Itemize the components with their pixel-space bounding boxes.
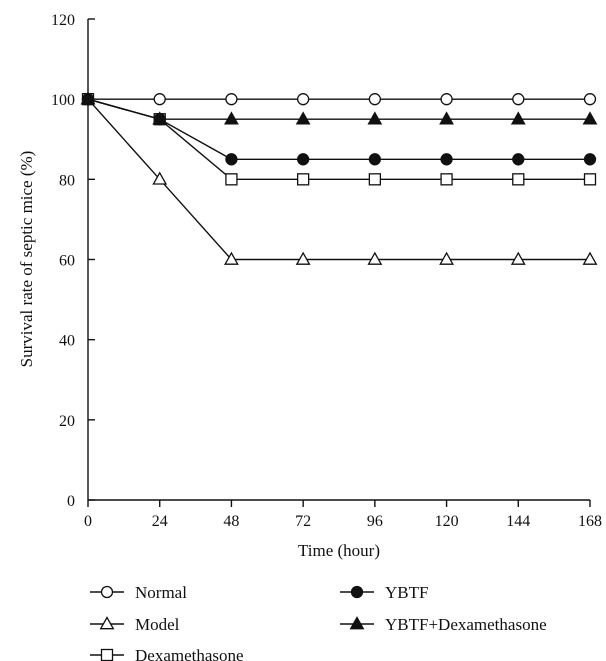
series-line xyxy=(87,98,590,160)
data-point xyxy=(296,173,310,186)
data-point xyxy=(440,93,453,106)
legend: Normal Model Dexamethasone YBTF YBTF+Dexamet… xyxy=(90,583,547,661)
legend-label: Model xyxy=(135,615,180,634)
data-point xyxy=(225,173,238,186)
data-point xyxy=(583,93,597,106)
data-point xyxy=(153,93,166,106)
legend-label: Dexamethasone xyxy=(135,646,244,661)
data-point xyxy=(512,153,525,166)
data-point xyxy=(440,153,453,166)
data-point xyxy=(583,173,597,186)
data-point xyxy=(510,111,526,125)
y-axis-label: Survival rate of septic mice (%) xyxy=(17,151,36,368)
data-point xyxy=(296,93,310,106)
legend-item: YBTF+Dexamethasone xyxy=(340,615,547,634)
data-point xyxy=(295,111,311,125)
data-point xyxy=(512,93,525,106)
legend-marker xyxy=(349,616,365,630)
series-line xyxy=(87,98,590,181)
data-point xyxy=(152,111,168,125)
x-tick-label: 96 xyxy=(367,513,383,530)
series-normal xyxy=(81,93,597,106)
data-point xyxy=(152,171,168,185)
series-layer xyxy=(80,91,598,265)
legend-marker xyxy=(100,648,114,661)
series-line xyxy=(87,98,590,261)
x-tick-label: 144 xyxy=(506,513,530,530)
data-point xyxy=(582,251,598,265)
data-point xyxy=(225,93,238,106)
data-point xyxy=(225,153,238,166)
x-axis-label: Time (hour) xyxy=(298,541,380,560)
data-point xyxy=(439,111,454,125)
y-tick-label: 40 xyxy=(59,333,75,350)
data-point xyxy=(512,173,525,186)
data-point xyxy=(367,251,383,265)
data-point xyxy=(582,111,598,125)
data-point xyxy=(368,153,382,166)
x-tick-label: 48 xyxy=(223,513,239,530)
data-point xyxy=(439,251,454,265)
legend-label: YBTF xyxy=(385,583,428,602)
data-point xyxy=(368,93,382,106)
x-tick-label: 120 xyxy=(435,513,459,530)
legend-item: Model xyxy=(90,615,180,634)
y-tick-label: 80 xyxy=(59,172,75,189)
legend-item: Dexamethasone xyxy=(90,646,244,661)
x-tick-label: 24 xyxy=(152,513,168,530)
y-tick-label: 120 xyxy=(51,12,75,29)
data-point xyxy=(296,153,310,166)
data-point xyxy=(367,111,383,125)
axes: 0 20 40 60 80 100 120 0 24 48 72 96 120 144 168 xyxy=(51,12,602,530)
data-point xyxy=(440,173,453,186)
data-point xyxy=(583,153,597,166)
x-tick-label: 72 xyxy=(295,513,311,530)
legend-item: YBTF xyxy=(340,583,428,602)
series-dexamethasone xyxy=(81,93,597,186)
data-point xyxy=(295,251,311,265)
legend-label: YBTF+Dexamethasone xyxy=(385,615,547,634)
data-point xyxy=(510,251,526,265)
y-tick-label: 60 xyxy=(59,253,75,270)
data-point xyxy=(224,111,239,125)
data-point xyxy=(80,91,96,105)
x-tick-label: 168 xyxy=(578,513,602,530)
y-tick-label: 100 xyxy=(51,92,75,109)
legend-marker xyxy=(100,585,114,599)
data-point xyxy=(368,173,382,186)
x-tick-label: 0 xyxy=(84,513,92,530)
legend-item: Normal xyxy=(90,583,187,602)
data-point xyxy=(224,251,239,265)
y-tick-label: 0 xyxy=(67,493,75,510)
legend-label: Normal xyxy=(135,583,187,602)
y-tick-label: 20 xyxy=(59,413,75,430)
series-ybtf-dexamethasone xyxy=(80,91,598,125)
legend-marker xyxy=(350,585,364,599)
series-line xyxy=(87,98,590,120)
legend-marker xyxy=(99,616,115,630)
